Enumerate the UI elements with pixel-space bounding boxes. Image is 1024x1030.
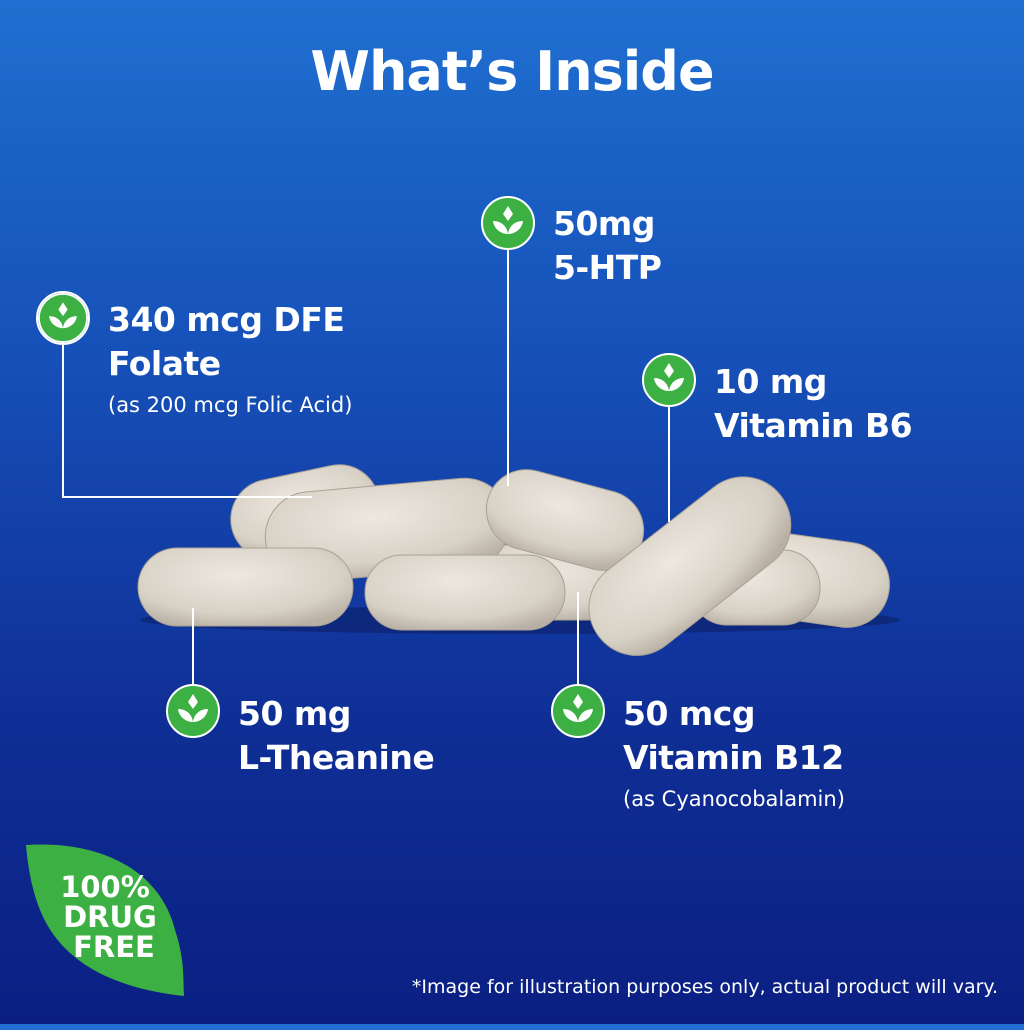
connector-line bbox=[192, 608, 194, 688]
drug-free-leaf-badge bbox=[26, 844, 184, 996]
ingredient-vitamin-b6: 10 mg Vitamin B6 bbox=[714, 360, 913, 448]
leaf-sprout-icon bbox=[551, 684, 605, 738]
badge-line: DRUG bbox=[63, 900, 157, 934]
ingredient-vitamin-b12: 50 mcg Vitamin B12 (as Cyanocobalamin) bbox=[623, 692, 845, 814]
ingredient-amount: 10 mg bbox=[714, 362, 827, 401]
ingredient-b6-icon-wrap bbox=[642, 353, 696, 411]
ingredient-b12-icon-wrap bbox=[551, 684, 605, 742]
page-title: What’s Inside bbox=[310, 40, 714, 103]
tablet bbox=[485, 469, 645, 571]
ingredient-name: L-Theanine bbox=[238, 738, 435, 777]
ingredient-5htp-icon-wrap bbox=[481, 196, 535, 254]
drug-free-badge-text: 100% DRUG FREE bbox=[40, 872, 170, 962]
ingredient-amount: 50 mg bbox=[238, 694, 351, 733]
leaf-sprout-icon bbox=[642, 353, 696, 407]
ingredient-amount: 340 mcg DFE bbox=[108, 300, 345, 339]
ingredient-name: Vitamin B12 bbox=[623, 738, 844, 777]
connector-line bbox=[577, 592, 579, 688]
badge-line: 100% bbox=[60, 870, 150, 904]
ingredient-folate-icon-wrap bbox=[36, 291, 90, 349]
ingredient-folate: 340 mcg DFE Folate (as 200 mcg Folic Aci… bbox=[108, 298, 352, 420]
ingredient-note: (as Cyanocobalamin) bbox=[623, 787, 845, 811]
tablet bbox=[137, 547, 354, 627]
badge-line: FREE bbox=[73, 930, 155, 964]
disclaimer: *Image for illustration purposes only, a… bbox=[411, 976, 998, 998]
ingredient-theanine-icon-wrap bbox=[166, 684, 220, 742]
leaf-sprout-icon bbox=[36, 291, 90, 345]
connector-line bbox=[668, 404, 670, 522]
ingredient-note: (as 200 mcg Folic Acid) bbox=[108, 393, 353, 417]
ingredient-name: Vitamin B6 bbox=[714, 406, 913, 445]
ingredient-name: Folate bbox=[108, 344, 221, 383]
connector-line bbox=[62, 496, 312, 498]
tablet bbox=[364, 554, 566, 631]
ingredient-5htp: 50mg 5-HTP bbox=[553, 202, 662, 290]
connector-line bbox=[507, 248, 509, 486]
tablet bbox=[588, 476, 792, 656]
ingredient-name: 5-HTP bbox=[553, 248, 662, 287]
connector-line bbox=[62, 340, 64, 498]
leaf-sprout-icon bbox=[166, 684, 220, 738]
leaf-sprout-icon bbox=[481, 196, 535, 250]
ingredient-l-theanine: 50 mg L-Theanine bbox=[238, 692, 435, 780]
ingredient-amount: 50mg bbox=[553, 204, 655, 243]
ingredient-amount: 50 mcg bbox=[623, 694, 755, 733]
